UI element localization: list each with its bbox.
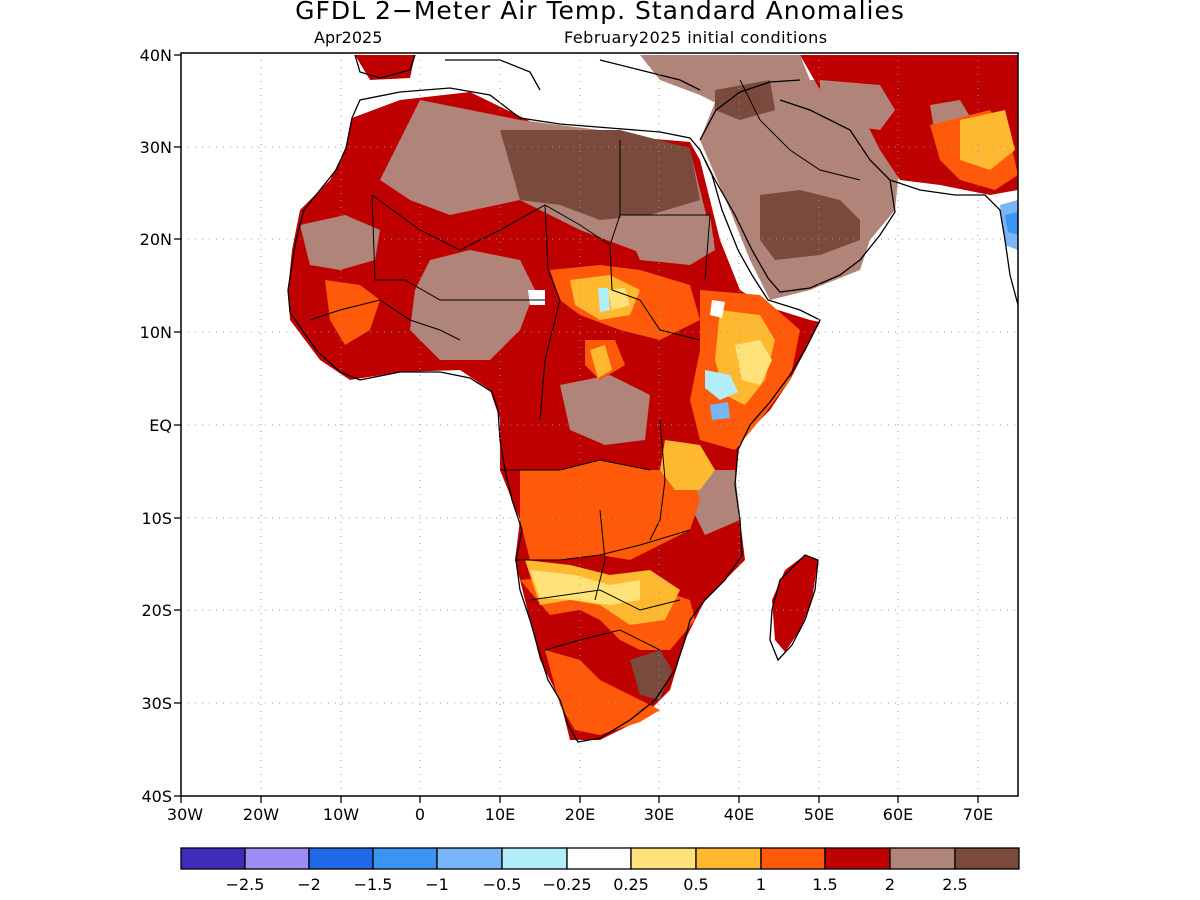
valid-month-label: Apr2025 bbox=[314, 28, 383, 47]
lat-label-10n: 10N bbox=[140, 323, 172, 342]
legend-swatch-neg-2 bbox=[244, 847, 310, 870]
legend-tick-neg-0-5: −0.5 bbox=[483, 875, 522, 894]
lat-label-40n: 40N bbox=[140, 46, 172, 65]
legend-swatch-neg-2-5 bbox=[180, 847, 246, 870]
legend-tick-pos-2-5: 2.5 bbox=[942, 875, 967, 894]
map-title: GFDL 2−Meter Air Temp. Standard Anomalie… bbox=[295, 0, 905, 25]
color-legend bbox=[180, 847, 1020, 870]
legend-tick-pos-1-5: 1.5 bbox=[812, 875, 837, 894]
lon-label-0: 0 bbox=[415, 805, 425, 824]
legend-swatch-pos-0-25 bbox=[630, 847, 697, 870]
legend-swatch-pos-1 bbox=[760, 847, 826, 870]
lon-label-20w: 20W bbox=[243, 805, 279, 824]
lat-label-20n: 20N bbox=[140, 230, 172, 249]
lon-labels: 30W 20W 10W 0 10E 20E 30E 40E 50E 60E 70… bbox=[167, 805, 993, 824]
legend-tick-neg-1-5: −1.5 bbox=[354, 875, 393, 894]
legend-swatch-neg-1 bbox=[372, 847, 438, 870]
lon-label-70e: 70E bbox=[963, 805, 993, 824]
lon-label-60e: 60E bbox=[883, 805, 913, 824]
legend-tick-neg-0-25: −0.25 bbox=[542, 875, 591, 894]
lon-label-30w: 30W bbox=[167, 805, 203, 824]
legend-swatch-pos-0-5 bbox=[695, 847, 762, 870]
legend-tick-pos-2: 2 bbox=[885, 875, 895, 894]
legend-labels: −2.5 −2 −1.5 −1 −0.5 −0.25 0.25 0.5 1 1.… bbox=[226, 875, 968, 894]
lat-labels: 40N 30N 20N 10N EQ 10S 20S 30S 40S bbox=[140, 46, 172, 806]
coastlines bbox=[287, 54, 1018, 743]
anomaly-field bbox=[288, 55, 1018, 740]
axis-ticks bbox=[174, 54, 979, 803]
gridlines bbox=[181, 53, 1018, 796]
legend-swatch-neg-0-25 bbox=[501, 847, 568, 870]
legend-swatch-neg-1-5 bbox=[308, 847, 374, 870]
lon-label-50e: 50E bbox=[804, 805, 834, 824]
legend-tick-neg-2: −2 bbox=[297, 875, 321, 894]
legend-swatch-near-zero bbox=[566, 847, 632, 870]
legend-swatch-pos-1-5 bbox=[824, 847, 891, 870]
lon-label-40e: 40E bbox=[724, 805, 754, 824]
legend-tick-neg-2-5: −2.5 bbox=[226, 875, 265, 894]
lat-label-30s: 30S bbox=[141, 694, 172, 713]
legend-tick-neg-1: −1 bbox=[425, 875, 449, 894]
lat-label-eq: EQ bbox=[149, 416, 172, 435]
lon-label-10e: 10E bbox=[485, 805, 515, 824]
lon-label-10w: 10W bbox=[323, 805, 359, 824]
legend-tick-pos-0-5: 0.5 bbox=[683, 875, 708, 894]
legend-swatch-pos-2-5 bbox=[954, 847, 1020, 870]
borders bbox=[309, 79, 861, 651]
lat-label-20s: 20S bbox=[141, 601, 172, 620]
legend-swatch-neg-0-5 bbox=[436, 847, 503, 870]
init-conditions-label: February2025 initial conditions bbox=[564, 28, 828, 47]
lat-label-30n: 30N bbox=[140, 138, 172, 157]
madagascar-region bbox=[772, 555, 818, 652]
lat-label-10s: 10S bbox=[141, 509, 172, 528]
legend-tick-pos-1: 1 bbox=[756, 875, 766, 894]
lon-label-20e: 20E bbox=[565, 805, 595, 824]
lat-label-40s: 40S bbox=[141, 787, 172, 806]
lon-label-30e: 30E bbox=[644, 805, 674, 824]
legend-tick-pos-0-25: 0.25 bbox=[613, 875, 649, 894]
legend-swatch-pos-2 bbox=[889, 847, 956, 870]
